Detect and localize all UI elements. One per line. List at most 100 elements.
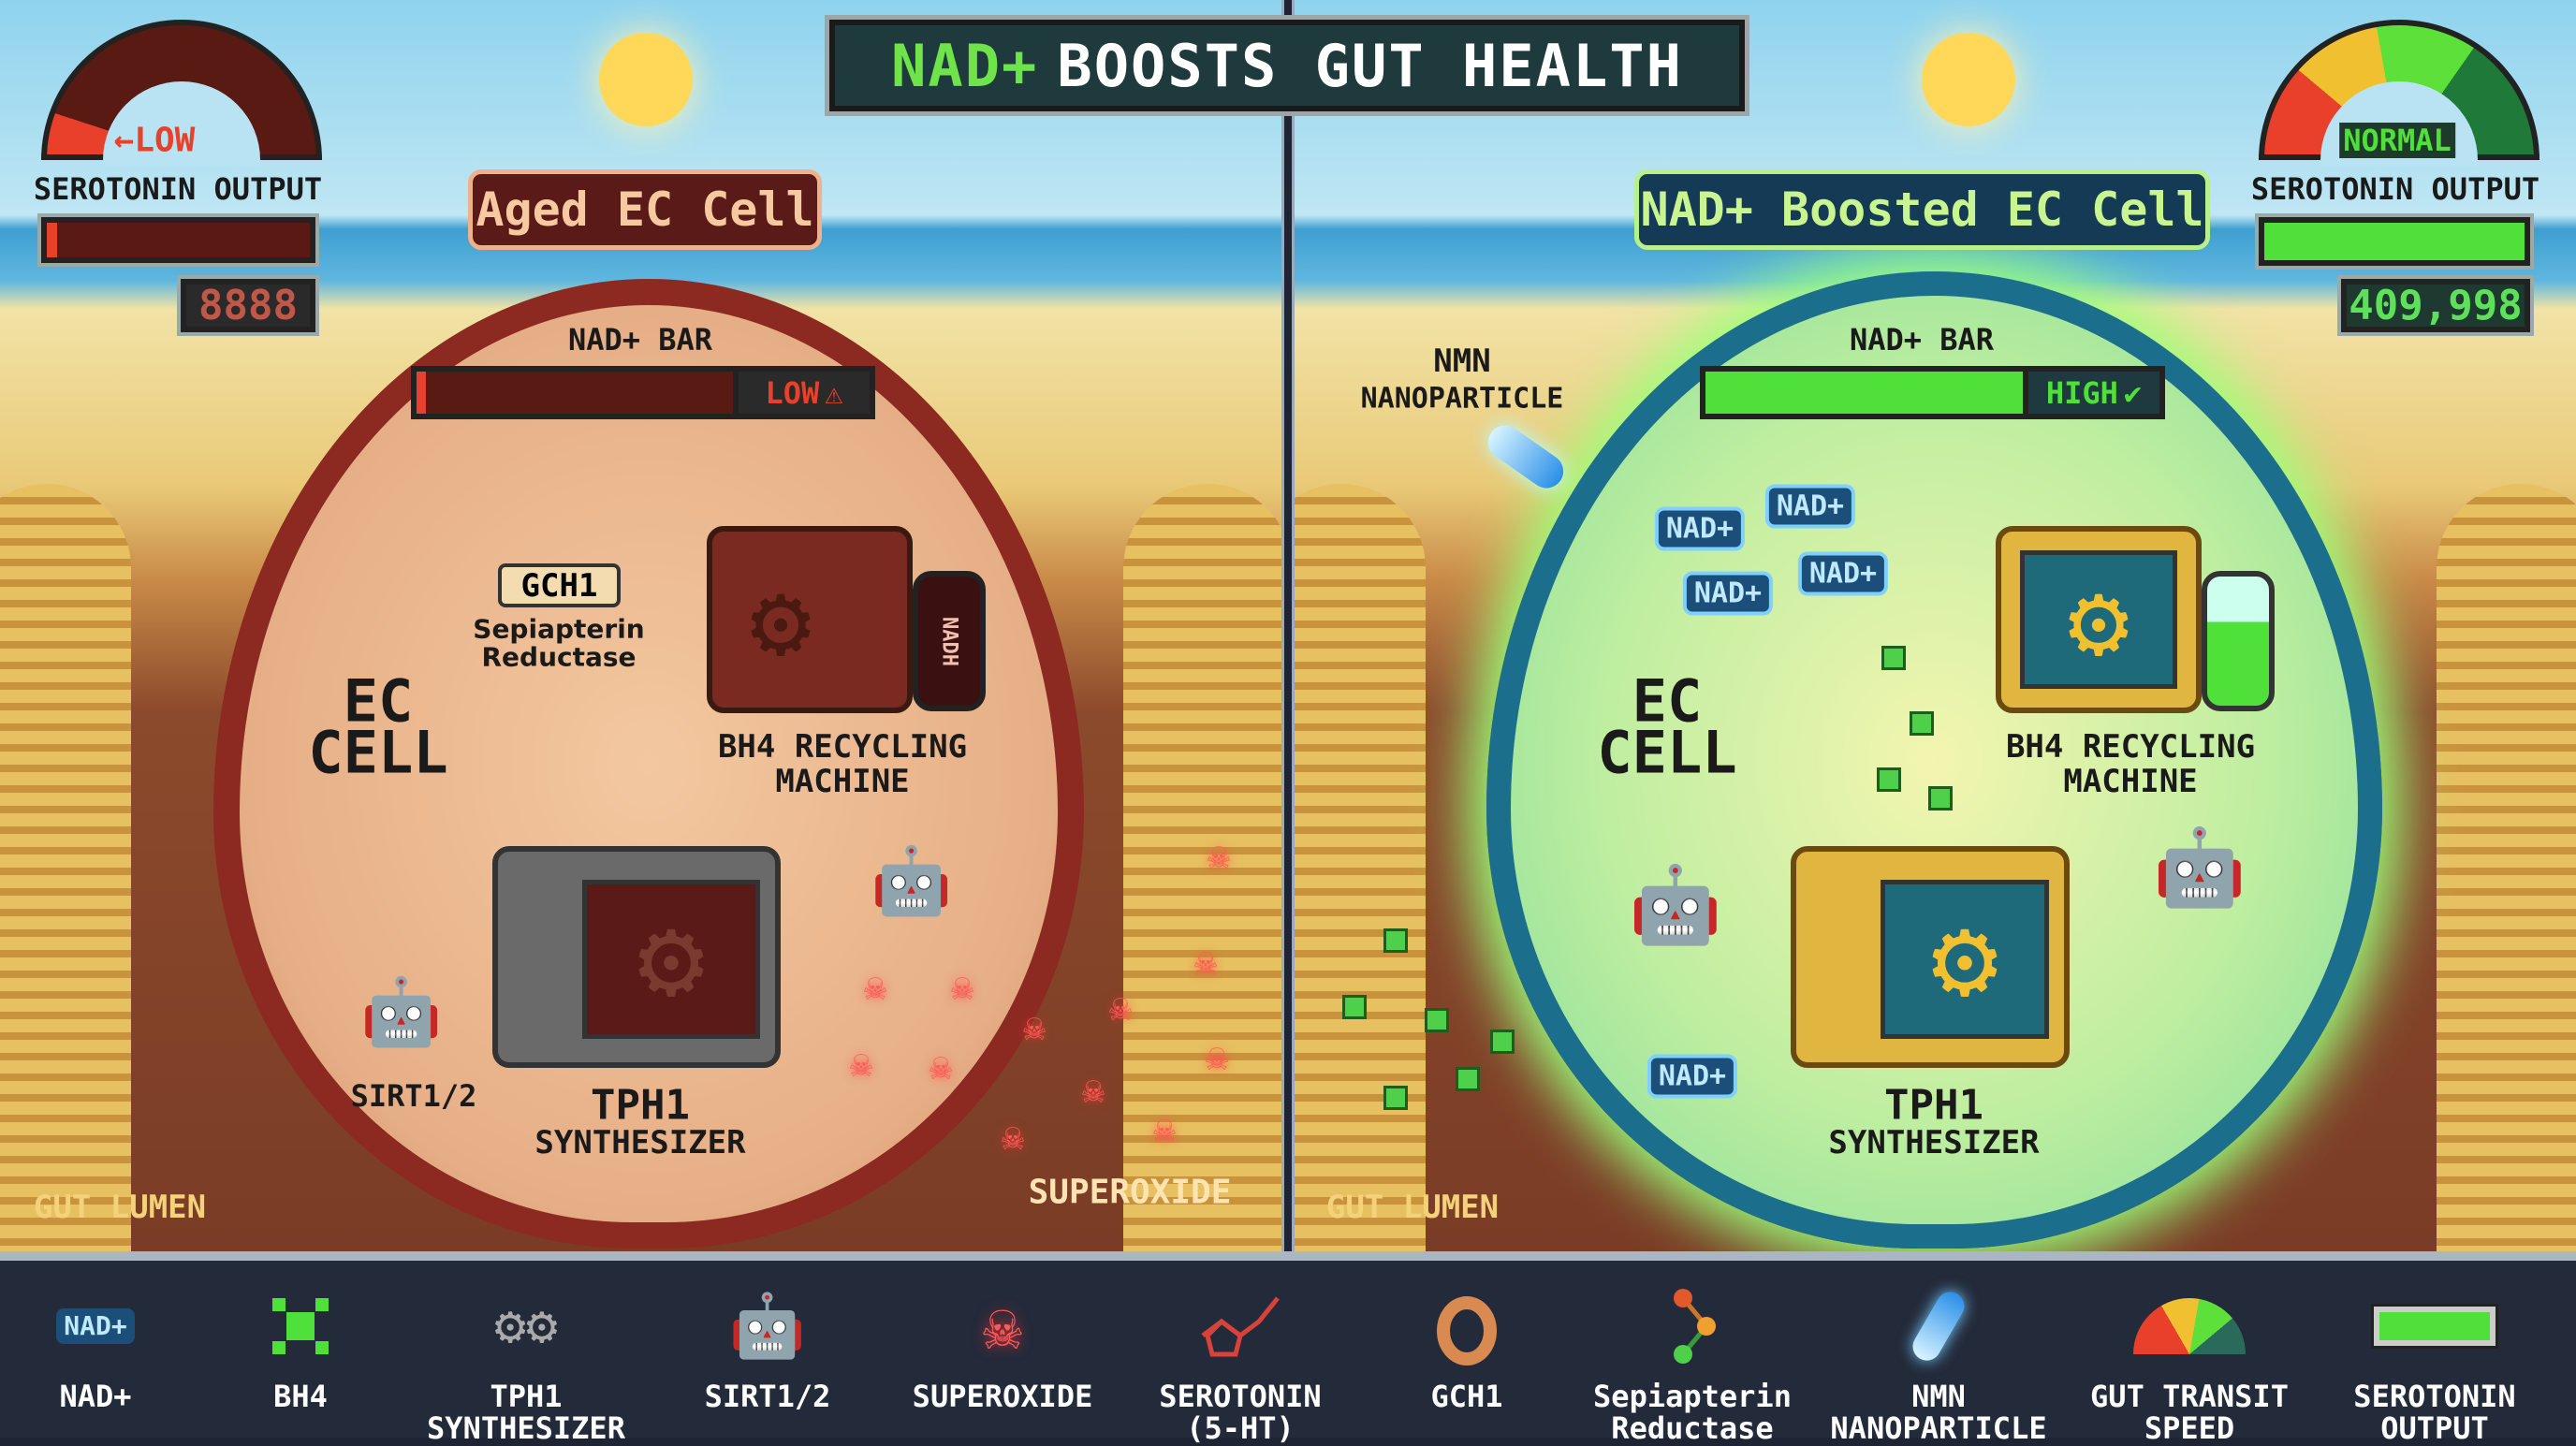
gauge-low-text: LOW xyxy=(134,121,196,160)
nad-chip: NAD+ xyxy=(1654,506,1746,551)
title-highlight: NAD+ xyxy=(891,31,1039,100)
skull-icon: ☠ xyxy=(1081,1069,1105,1112)
legend-label: SYNTHESIZER xyxy=(427,1410,625,1446)
legend-serotonin-output: SEROTONIN OUTPUT xyxy=(2313,1279,2556,1444)
legend-label: GUT TRANSIT xyxy=(2090,1379,2289,1414)
gear-icon: ⚙ xyxy=(750,561,812,680)
bh4-square xyxy=(1342,995,1367,1019)
serotonin-molecule-icon xyxy=(1201,1296,1280,1357)
serotonin-output-label: SEROTONIN OUTPUT xyxy=(33,171,323,207)
gut-lumen-label: GUT LUMEN xyxy=(33,1189,207,1226)
skull-icon: ☠ xyxy=(1205,1036,1229,1079)
arrow-left-icon: ← xyxy=(113,121,135,160)
robot-icon: 🤖 xyxy=(1629,861,1722,948)
nad-chip-icon: NAD+ xyxy=(56,1308,135,1344)
machine-label-1: BH4 RECYCLING xyxy=(717,728,968,766)
legend-label: Sepiapterin xyxy=(1593,1379,1792,1414)
sepiapterin-label-2: Reductase xyxy=(481,641,637,673)
legend-bar: NAD+ NAD+ BH4 ⚙⚙ TPH1 SYNTHESIZER 🤖 SIRT1/2 … xyxy=(0,1251,2576,1444)
tph1-label: TPH1 xyxy=(591,1081,690,1130)
bh4-square xyxy=(1910,711,1934,736)
nmn-label-1: NMN xyxy=(1433,343,1491,380)
gut-lumen-label: GUT LUMEN xyxy=(1325,1189,1500,1226)
bh4-machine-broken: ⚙ xyxy=(707,526,913,713)
ec-cell-label-1: EC xyxy=(1632,666,1703,736)
superoxide-label: SUPEROXIDE xyxy=(1028,1173,1232,1212)
sun-icon xyxy=(599,33,693,126)
nad-bar-high: HIGH ✔ xyxy=(1700,366,2165,419)
legend-superoxide: ☠ SUPEROXIDE xyxy=(881,1279,1124,1412)
bh4-square xyxy=(1490,1030,1515,1054)
legend-sirt: 🤖 SIRT1/2 xyxy=(646,1279,889,1414)
sirt-label: SIRT1/2 xyxy=(350,1078,477,1114)
gears-icon: ⚙⚙ xyxy=(494,1295,558,1356)
ec-cell-label-1: EC xyxy=(343,666,414,736)
legend-label: SEROTONIN xyxy=(1159,1379,1322,1414)
gauge-normal-label: NORMAL xyxy=(2339,123,2455,158)
skull-icon: ☠ xyxy=(1207,835,1231,878)
legend-label: BH4 xyxy=(273,1379,328,1414)
bh4-square xyxy=(1877,767,1901,792)
machine-label-2: MACHINE xyxy=(775,763,910,800)
nad-status: LOW xyxy=(765,374,820,411)
skull-icon: ☠ xyxy=(1193,941,1218,984)
legend-label: TPH1 xyxy=(490,1379,563,1414)
legend-sepiapterin: Sepiapterin Reductase xyxy=(1571,1279,1814,1444)
bh4-square xyxy=(1383,928,1408,953)
nad-tank-full xyxy=(2202,571,2275,711)
tph1-label: TPH1 xyxy=(1884,1081,1983,1130)
robot-icon: 🤖 xyxy=(728,1290,807,1362)
capsule-icon xyxy=(1908,1286,1969,1366)
legend-gch1: GCH1 xyxy=(1345,1279,1588,1412)
panel-divider xyxy=(1281,0,1295,1251)
legend-label: SUPEROXIDE xyxy=(912,1379,1093,1414)
legend-tph1: ⚙⚙ TPH1 SYNTHESIZER xyxy=(404,1279,648,1446)
synthesizer-label: SYNTHESIZER xyxy=(534,1124,746,1161)
legend-label: GCH1 xyxy=(1430,1379,1503,1414)
serotonin-counter: 409,998 xyxy=(2337,275,2534,336)
legend-label: OUTPUT xyxy=(2380,1410,2489,1446)
bh4-square xyxy=(1928,786,1953,811)
legend-label: SIRT1/2 xyxy=(704,1379,831,1414)
bh4-molecule-icon xyxy=(272,1298,329,1354)
gch1-label: GCH1 xyxy=(498,563,621,607)
nad-chip: NAD+ xyxy=(1764,484,1856,529)
legend-nad: NAD+ NAD+ xyxy=(0,1279,217,1412)
bh4-square xyxy=(1881,646,1906,670)
legend-label: NMN xyxy=(1911,1379,1966,1414)
legend-label: SEROTONIN xyxy=(2353,1379,2516,1414)
skull-icon: ☠ xyxy=(1108,986,1133,1030)
gear-icon: ⚙ xyxy=(582,880,760,1039)
villus xyxy=(0,484,131,1251)
title-text: BOOSTS GUT HEALTH xyxy=(1057,31,1683,100)
legend-label: SPEED xyxy=(2144,1410,2235,1446)
skull-icon: ☠ xyxy=(982,1288,1023,1365)
gear-icon: ⚙ xyxy=(2020,550,2177,689)
villus xyxy=(2437,484,2576,1251)
nadh-tank: NADH xyxy=(913,571,986,711)
legend-gut-transit: GUT TRANSIT SPEED xyxy=(2068,1279,2311,1444)
skull-icon: ☠ xyxy=(849,1043,873,1086)
nmn-label-2: NANOPARTICLE xyxy=(1360,382,1564,416)
battery-bar-icon xyxy=(2371,1304,2498,1349)
panel-title-aged: Aged EC Cell xyxy=(468,169,822,250)
ec-cell-label-2: CELL xyxy=(308,718,448,787)
skull-icon: ☠ xyxy=(929,1045,953,1088)
gch1-enzyme-icon xyxy=(1437,1296,1497,1366)
sepiapterin-label-1: Sepiapterin xyxy=(473,613,645,645)
machine-label-1: BH4 RECYCLING xyxy=(2005,728,2256,766)
ec-cell-label-2: CELL xyxy=(1597,718,1737,787)
robot-icon: 🤖 xyxy=(871,842,953,919)
villus xyxy=(1295,484,1426,1251)
nad-chip: NAD+ xyxy=(1682,571,1774,616)
gear-icon: ⚙ xyxy=(1881,880,2049,1039)
serotonin-output-bar xyxy=(37,213,319,267)
robot-icon: 🤖 xyxy=(2153,824,2247,911)
sepiapterin-molecule-icon xyxy=(1674,1289,1716,1364)
legend-serotonin: SEROTONIN (5-HT) xyxy=(1119,1279,1362,1444)
nad-bar-low: LOW ⚠ xyxy=(411,366,875,419)
serotonin-counter: 8888 xyxy=(177,275,319,336)
skull-icon: ☠ xyxy=(1152,1108,1177,1151)
bh4-square xyxy=(1383,1086,1408,1110)
gauge-low-label: ←LOW xyxy=(114,122,196,160)
